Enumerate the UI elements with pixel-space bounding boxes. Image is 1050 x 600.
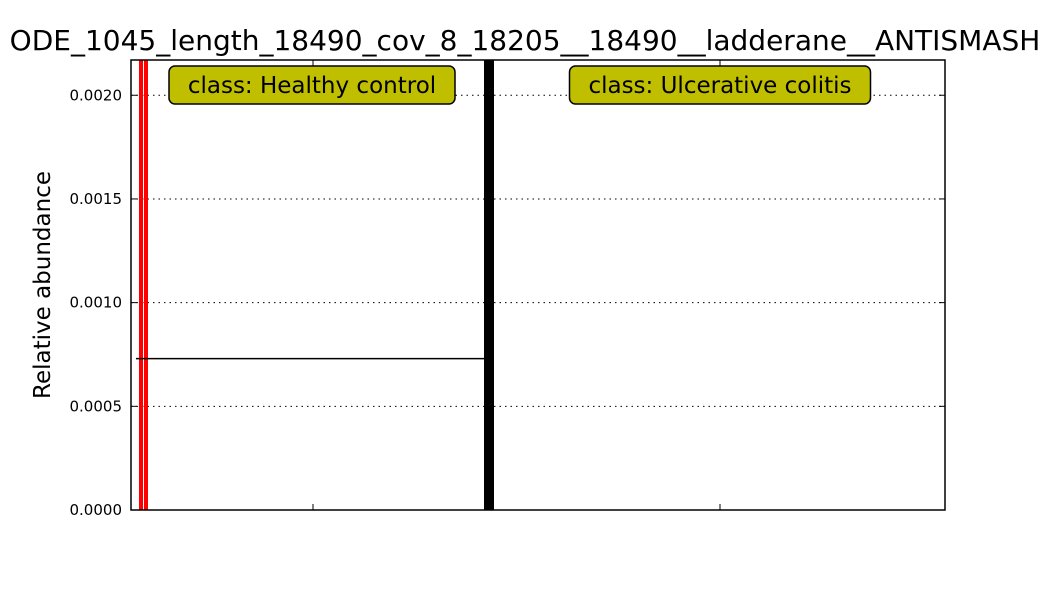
bars-layer bbox=[139, 60, 148, 510]
x-axis-ticks bbox=[312, 60, 721, 510]
grid-lines bbox=[131, 94, 945, 407]
class-label-text: class: Ulcerative colitis bbox=[588, 73, 851, 99]
class-labels: class: Healthy control class: Ulcerative … bbox=[168, 65, 872, 105]
sample-bar bbox=[139, 60, 143, 510]
y-tick-label: 0.0005 bbox=[70, 397, 123, 415]
sample-bar bbox=[144, 60, 148, 510]
y-tick-label: 0.0015 bbox=[70, 190, 123, 208]
class-label-box bbox=[168, 65, 456, 105]
class-label-text: class: Healthy control bbox=[188, 73, 436, 99]
y-axis-label: Relative abundance bbox=[30, 171, 56, 399]
y-tick-label: 0.0010 bbox=[70, 294, 123, 312]
plot-frame bbox=[130, 59, 946, 511]
y-tick-label: 0.0000 bbox=[70, 501, 123, 519]
y-axis-ticks: 0.0000 0.0005 0.0010 0.0015 0.0020 bbox=[70, 86, 945, 519]
chart-title: ODE_1045_length_18490_cov_8_18205__18490… bbox=[10, 24, 1041, 57]
class-label-box bbox=[568, 65, 872, 105]
y-tick-label: 0.0020 bbox=[70, 86, 123, 104]
